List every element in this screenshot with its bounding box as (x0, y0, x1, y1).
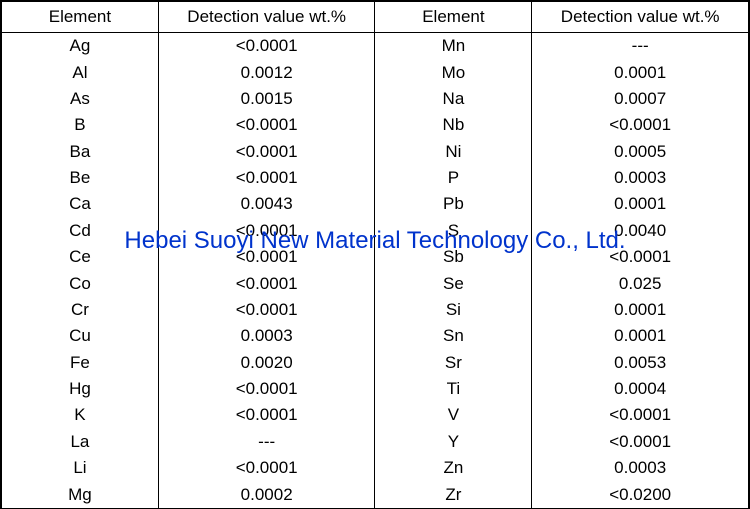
element-cell: Cr (2, 297, 159, 323)
value-cell: <0.0001 (158, 455, 375, 481)
table-row: Al0.0012Mo0.0001 (2, 59, 749, 85)
element-cell: Ti (375, 376, 532, 402)
value-cell: 0.0004 (532, 376, 749, 402)
element-cell: Ag (2, 33, 159, 60)
element-cell: Mn (375, 33, 532, 60)
element-cell: B (2, 112, 159, 138)
element-cell: Nb (375, 112, 532, 138)
element-cell: Sb (375, 244, 532, 270)
element-cell: Ce (2, 244, 159, 270)
value-cell: 0.0040 (532, 218, 749, 244)
element-cell: Cu (2, 323, 159, 349)
table-body: Ag<0.0001Mn---Al0.0012Mo0.0001As0.0015Na… (2, 33, 749, 508)
value-cell: <0.0001 (532, 402, 749, 428)
value-cell: <0.0001 (158, 165, 375, 191)
element-cell: Ba (2, 139, 159, 165)
value-cell: 0.0002 (158, 481, 375, 507)
element-cell: Y (375, 429, 532, 455)
element-cell: Mg (2, 481, 159, 507)
table-row: Mg0.0002Zr<0.0200 (2, 481, 749, 507)
element-cell: Sn (375, 323, 532, 349)
header-element-1: Element (2, 2, 159, 33)
table-row: Be<0.0001P0.0003 (2, 165, 749, 191)
value-cell: 0.025 (532, 270, 749, 296)
detection-table-wrapper: Element Detection value wt.% Element Det… (0, 0, 750, 509)
value-cell: 0.0003 (532, 455, 749, 481)
value-cell: <0.0001 (158, 402, 375, 428)
element-cell: Ni (375, 139, 532, 165)
value-cell: 0.0020 (158, 350, 375, 376)
value-cell: 0.0012 (158, 59, 375, 85)
value-cell: <0.0001 (158, 270, 375, 296)
table-row: Ag<0.0001Mn--- (2, 33, 749, 60)
element-cell: Co (2, 270, 159, 296)
element-cell: Na (375, 86, 532, 112)
element-cell: As (2, 86, 159, 112)
value-cell: --- (532, 33, 749, 60)
table-row: K<0.0001V<0.0001 (2, 402, 749, 428)
element-cell: La (2, 429, 159, 455)
table-row: Cd<0.0001S0.0040 (2, 218, 749, 244)
value-cell: <0.0001 (532, 112, 749, 138)
value-cell: 0.0015 (158, 86, 375, 112)
table-row: Ce<0.0001Sb<0.0001 (2, 244, 749, 270)
element-cell: K (2, 402, 159, 428)
value-cell: 0.0053 (532, 350, 749, 376)
element-cell: Zr (375, 481, 532, 507)
value-cell: --- (158, 429, 375, 455)
header-detection-2: Detection value wt.% (532, 2, 749, 33)
table-row: Ca0.0043Pb0.0001 (2, 191, 749, 217)
element-cell: Cd (2, 218, 159, 244)
table-row: Li<0.0001Zn0.0003 (2, 455, 749, 481)
value-cell: <0.0001 (158, 244, 375, 270)
header-detection-1: Detection value wt.% (158, 2, 375, 33)
table-row: As0.0015Na0.0007 (2, 86, 749, 112)
value-cell: 0.0001 (532, 59, 749, 85)
table-row: Fe0.0020Sr0.0053 (2, 350, 749, 376)
table-row: La---Y<0.0001 (2, 429, 749, 455)
value-cell: 0.0007 (532, 86, 749, 112)
value-cell: <0.0001 (158, 33, 375, 60)
element-cell: Sr (375, 350, 532, 376)
element-cell: Zn (375, 455, 532, 481)
element-cell: S (375, 218, 532, 244)
value-cell: <0.0001 (158, 139, 375, 165)
value-cell: 0.0001 (532, 323, 749, 349)
table-row: Co<0.0001Se0.025 (2, 270, 749, 296)
value-cell: 0.0043 (158, 191, 375, 217)
element-cell: Be (2, 165, 159, 191)
table-row: Hg<0.0001Ti0.0004 (2, 376, 749, 402)
table-header-row: Element Detection value wt.% Element Det… (2, 2, 749, 33)
detection-table: Element Detection value wt.% Element Det… (1, 1, 749, 508)
element-cell: Mo (375, 59, 532, 85)
element-cell: P (375, 165, 532, 191)
value-cell: <0.0001 (158, 112, 375, 138)
element-cell: Fe (2, 350, 159, 376)
table-row: Ba<0.0001Ni0.0005 (2, 139, 749, 165)
table-row: Cr<0.0001Si0.0001 (2, 297, 749, 323)
value-cell: <0.0001 (158, 218, 375, 244)
table-row: Cu0.0003Sn0.0001 (2, 323, 749, 349)
value-cell: 0.0001 (532, 191, 749, 217)
element-cell: Se (375, 270, 532, 296)
element-cell: Al (2, 59, 159, 85)
element-cell: Ca (2, 191, 159, 217)
value-cell: 0.0003 (532, 165, 749, 191)
header-element-2: Element (375, 2, 532, 33)
value-cell: <0.0001 (158, 376, 375, 402)
element-cell: Si (375, 297, 532, 323)
value-cell: <0.0001 (158, 297, 375, 323)
value-cell: <0.0001 (532, 244, 749, 270)
element-cell: Li (2, 455, 159, 481)
value-cell: <0.0001 (532, 429, 749, 455)
element-cell: Pb (375, 191, 532, 217)
element-cell: V (375, 402, 532, 428)
table-row: B<0.0001Nb<0.0001 (2, 112, 749, 138)
value-cell: <0.0200 (532, 481, 749, 507)
value-cell: 0.0003 (158, 323, 375, 349)
value-cell: 0.0005 (532, 139, 749, 165)
value-cell: 0.0001 (532, 297, 749, 323)
element-cell: Hg (2, 376, 159, 402)
